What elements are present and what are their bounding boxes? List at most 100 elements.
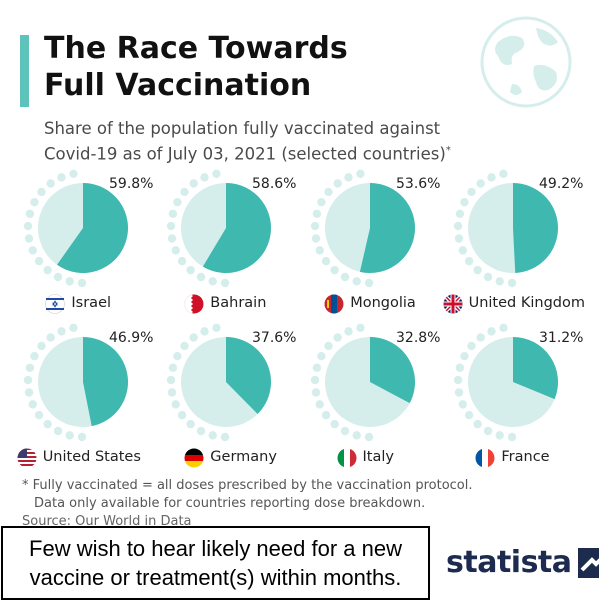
- decor-dot: [364, 278, 374, 288]
- decor-dot: [312, 363, 322, 372]
- decor-dot: [28, 246, 37, 255]
- decor-dot: [317, 197, 326, 207]
- data-label: 59.8%: [109, 176, 154, 192]
- decor-dot: [37, 341, 46, 351]
- decor-dot: [77, 432, 87, 442]
- pie-slice: [202, 183, 271, 273]
- decor-dot: [23, 375, 33, 385]
- caption-line-2: vaccine or treatment(s) within months.: [29, 565, 402, 590]
- decor-dot: [186, 265, 195, 275]
- decor-dot: [24, 388, 34, 397]
- mongolia-flag-icon: [324, 294, 344, 314]
- pie-slice: [226, 337, 272, 415]
- decor-dot: [495, 277, 504, 286]
- decor-dot: [189, 333, 198, 342]
- decor-dot: [180, 341, 189, 351]
- source-text: Source: Our World in Data: [22, 514, 192, 529]
- country-label: United Kingdom: [468, 295, 585, 311]
- decor-dot: [212, 323, 221, 333]
- statista-logo-icon: [577, 547, 599, 578]
- caption-line-1: Few wish to hear likely need for a new: [29, 536, 402, 561]
- decor-dot: [69, 169, 78, 179]
- uk-flag-icon: [443, 294, 463, 314]
- decor-dot: [312, 209, 322, 218]
- decor-dot: [173, 351, 182, 361]
- decor-dot: [460, 351, 469, 361]
- decor-dot: [487, 327, 496, 336]
- decor-dot: [28, 400, 37, 409]
- country-label: Israel: [71, 295, 112, 311]
- data-label: 32.8%: [396, 330, 441, 346]
- decor-dot: [340, 426, 350, 436]
- decor-dot: [499, 169, 508, 179]
- decor-dot: [476, 179, 485, 188]
- data-label: 37.6%: [252, 330, 297, 346]
- bahrain-flag-icon: [184, 294, 204, 314]
- decor-dot: [330, 265, 339, 275]
- decor-dot: [53, 426, 63, 436]
- pie-slice: [513, 337, 558, 400]
- decor-dot: [69, 323, 78, 333]
- decor-dot: [310, 375, 320, 385]
- decor-dot: [220, 278, 230, 288]
- decor-dot: [344, 327, 353, 336]
- italy-flag-icon: [337, 448, 356, 468]
- decor-dot: [330, 419, 339, 429]
- decor-dot: [167, 234, 177, 243]
- decor-dot: [166, 375, 176, 385]
- data-label: 49.2%: [539, 176, 584, 192]
- footnote-line-1: * Fully vaccinated = all doses prescribe…: [22, 478, 473, 493]
- decor-dot: [483, 272, 493, 282]
- decor-dot: [171, 400, 180, 409]
- decor-dot: [476, 333, 485, 342]
- country-label: Mongolia: [350, 295, 416, 311]
- decor-dot: [65, 277, 74, 286]
- decor-dot: [177, 410, 187, 420]
- data-label: 46.9%: [109, 330, 154, 346]
- decor-dot: [166, 221, 176, 231]
- decor-dot: [196, 426, 206, 436]
- decor-dot: [43, 265, 52, 275]
- country-label: United States: [42, 449, 141, 465]
- decor-dot: [340, 272, 350, 282]
- decor-dot: [473, 419, 482, 429]
- subtitle: Share of the population fully vaccinated…: [44, 118, 494, 166]
- decor-dot: [467, 341, 476, 351]
- us-flag-icon: [17, 448, 37, 468]
- decor-dot: [25, 209, 35, 218]
- decor-dot: [344, 173, 353, 182]
- decor-dot: [495, 431, 504, 440]
- decor-dot: [321, 410, 331, 420]
- decor-dot: [23, 221, 33, 231]
- decor-dot: [53, 272, 63, 282]
- decor-dot: [499, 323, 508, 333]
- decor-dot: [455, 209, 465, 218]
- decor-dot: [507, 432, 517, 442]
- decor-dot: [24, 234, 34, 243]
- decor-dot: [57, 327, 66, 336]
- decor-dot: [453, 221, 463, 231]
- pie-slice: [370, 337, 415, 404]
- decor-dot: [460, 197, 469, 207]
- decor-dot: [311, 388, 321, 397]
- subtitle-line-1: Share of the population fully vaccinated…: [44, 119, 441, 138]
- pie-charts-svg: [23, 169, 559, 442]
- decor-dot: [200, 173, 209, 182]
- decor-dot: [220, 432, 230, 442]
- country-label: France: [501, 449, 550, 465]
- decor-dot: [487, 173, 496, 182]
- decor-dot: [364, 432, 374, 442]
- country-label: Germany: [210, 449, 277, 465]
- decor-dot: [43, 419, 52, 429]
- decor-dot: [467, 187, 476, 197]
- country-label: Italy: [362, 449, 394, 465]
- pie-slice: [513, 183, 559, 273]
- decor-dot: [30, 197, 39, 207]
- decor-dot: [464, 410, 474, 420]
- decor-dot: [315, 400, 324, 409]
- decor-dot: [356, 323, 365, 333]
- pie-slice: [359, 183, 415, 273]
- decor-dot: [453, 375, 463, 385]
- decor-dot: [454, 234, 464, 243]
- decor-dot: [324, 341, 333, 351]
